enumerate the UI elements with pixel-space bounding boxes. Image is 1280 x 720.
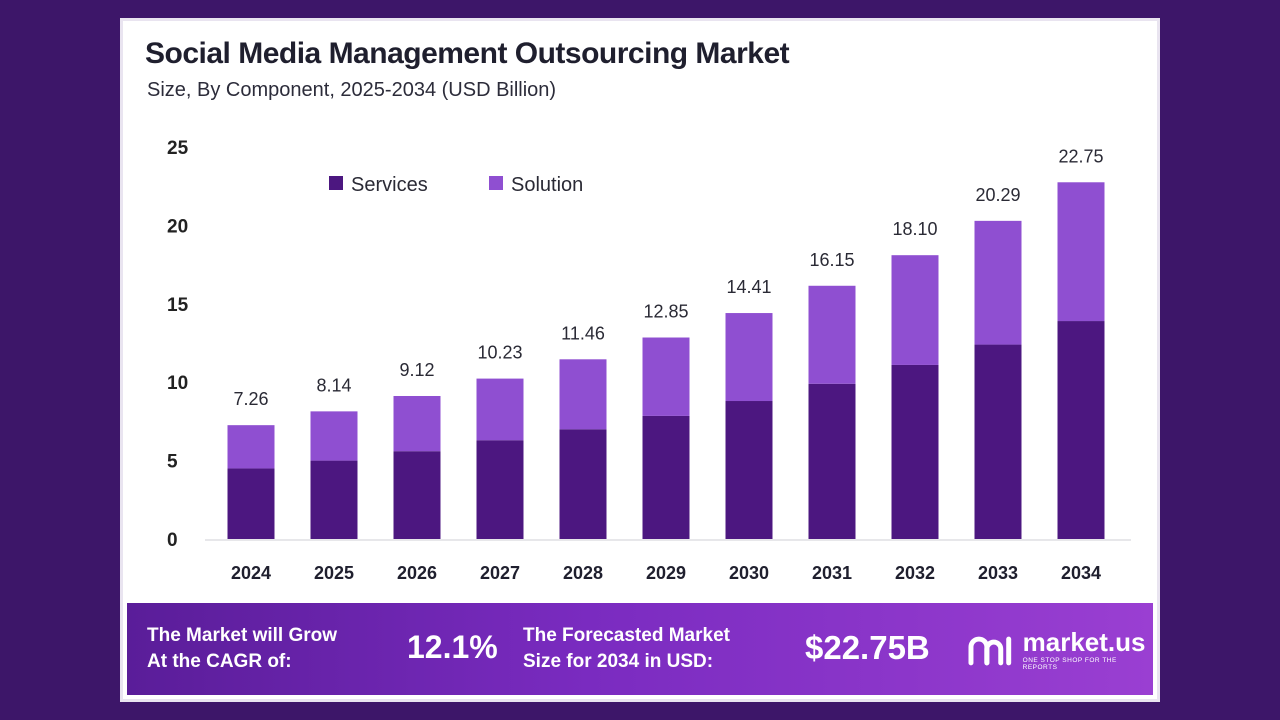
y-tick-label: 5: [167, 452, 178, 473]
bar-solution-2029: [642, 337, 690, 416]
data-label-2025: 8.14: [316, 375, 351, 395]
data-label-2032: 18.10: [892, 219, 937, 239]
x-tick-label-2034: 2034: [1061, 563, 1101, 583]
bar-services-2030: [725, 401, 773, 539]
bar-services-2029: [642, 415, 690, 539]
bar-solution-2028: [559, 359, 607, 430]
data-label-2028: 11.46: [561, 323, 605, 343]
legend-swatch-services: [329, 176, 343, 190]
bar-solution-2032: [891, 255, 939, 365]
chart-subtitle: Size, By Component, 2025-2034 (USD Billi…: [147, 79, 557, 101]
bar-solution-2030: [725, 313, 773, 402]
brand-logo: market.us ONE STOP SHOP FOR THE REPORTS: [967, 629, 1153, 671]
chart-card: Social Media Management Outsourcing Mark…: [120, 18, 1160, 702]
forecast-label-line2: Size for 2034 in USD:: [523, 651, 714, 672]
market-us-logo-icon: [968, 636, 1012, 666]
data-label-2030: 14.41: [726, 277, 771, 297]
data-label-2026: 9.12: [399, 360, 434, 380]
data-label-2033: 20.29: [975, 185, 1020, 205]
bar-solution-2031: [808, 285, 856, 384]
data-label-2024: 7.26: [233, 389, 268, 409]
bar-services-2025: [310, 460, 358, 539]
cagr-label: The Market will Grow At the CAGR of:: [147, 623, 337, 675]
y-tick-label: 20: [167, 216, 188, 237]
x-tick-label-2033: 2033: [978, 563, 1018, 583]
data-label-2034: 22.75: [1058, 146, 1103, 166]
y-tick-label: 15: [167, 295, 189, 316]
stacked-bar-chart: 05101520257.2620248.1420259.12202610.232…: [167, 138, 1131, 583]
x-tick-label-2031: 2031: [812, 563, 852, 583]
x-tick-label-2025: 2025: [314, 563, 354, 583]
y-tick-label: 0: [167, 530, 178, 551]
data-label-2031: 16.15: [809, 250, 854, 270]
legend-swatch-solution: [489, 176, 503, 190]
x-tick-label-2029: 2029: [646, 563, 686, 583]
bar-services-2027: [476, 440, 524, 539]
forecast-value: $22.75B: [805, 629, 930, 666]
brand-text: market.us ONE STOP SHOP FOR THE REPORTS: [1023, 629, 1153, 671]
legend-label-solution: Solution: [511, 174, 583, 196]
bar-services-2034: [1057, 321, 1105, 539]
footer-banner: The Market will Grow At the CAGR of: 12.…: [127, 603, 1153, 695]
bar-solution-2034: [1057, 182, 1105, 322]
cagr-label-line1: The Market will Grow: [147, 625, 338, 646]
data-label-2029: 12.85: [643, 302, 688, 322]
bar-services-2031: [808, 383, 856, 539]
bar-solution-2027: [476, 378, 524, 441]
bar-solution-2024: [227, 425, 275, 469]
x-tick-label-2032: 2032: [895, 563, 935, 583]
cagr-value: 12.1%: [407, 629, 498, 665]
y-tick-label: 10: [167, 373, 188, 394]
x-tick-label-2030: 2030: [729, 563, 769, 583]
bar-services-2026: [393, 451, 441, 539]
forecast-label: The Forecasted Market Size for 2034 in U…: [523, 623, 730, 675]
brand-name: market.us: [1022, 627, 1146, 657]
data-label-2027: 10.23: [477, 343, 522, 363]
bar-solution-2025: [310, 411, 358, 461]
cagr-label-line2: At the CAGR of:: [147, 651, 292, 672]
x-tick-label-2028: 2028: [563, 563, 603, 583]
bar-services-2032: [891, 364, 939, 539]
x-tick-label-2027: 2027: [480, 563, 520, 583]
brand-tagline: ONE STOP SHOP FOR THE REPORTS: [1022, 657, 1117, 671]
bar-solution-2026: [393, 395, 441, 452]
chart-title: Social Media Management Outsourcing Mark…: [145, 37, 790, 70]
bar-services-2033: [974, 344, 1022, 539]
legend-label-services: Services: [351, 174, 428, 196]
y-tick-label: 25: [167, 138, 189, 159]
bar-services-2024: [227, 468, 275, 539]
x-tick-label-2026: 2026: [397, 563, 437, 583]
bar-services-2028: [559, 429, 607, 539]
bar-solution-2033: [974, 220, 1022, 345]
forecast-label-line1: The Forecasted Market: [523, 625, 730, 646]
x-tick-label-2024: 2024: [231, 563, 271, 583]
